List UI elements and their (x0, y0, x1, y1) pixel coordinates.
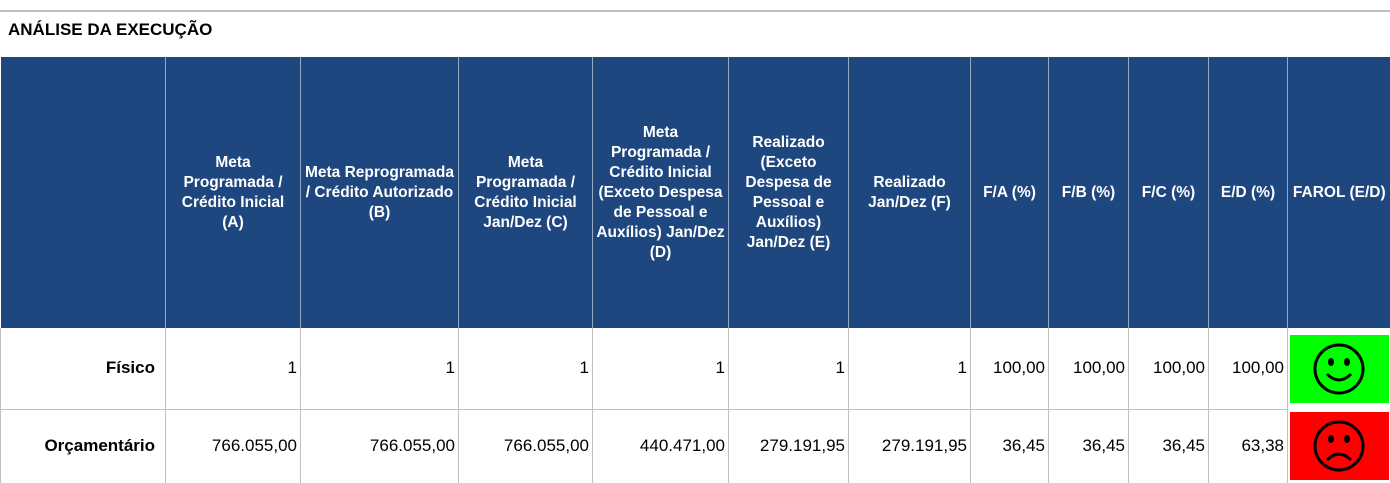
smiley-sad (1311, 418, 1367, 474)
cell: 100,00 (1049, 328, 1129, 409)
header-cell: F/A (%) (971, 57, 1049, 328)
cell: 1 (729, 328, 849, 409)
cell: 766.055,00 (459, 409, 593, 483)
cell: 1 (166, 328, 301, 409)
cell: 440.471,00 (593, 409, 729, 483)
cell: 279.191,95 (729, 409, 849, 483)
execution-table: Meta Programada / Crédito Inicial (A)Met… (0, 57, 1390, 483)
farol-cell (1288, 328, 1390, 409)
header-row: Meta Programada / Crédito Inicial (A)Met… (1, 57, 1390, 328)
header-cell: Realizado (Exceto Despesa de Pessoal e A… (729, 57, 849, 328)
cell: 766.055,00 (301, 409, 459, 483)
section-title: ANÁLISE DA EXECUÇÃO (8, 20, 212, 40)
cell: 1 (459, 328, 593, 409)
cell: 36,45 (971, 409, 1049, 483)
header-cell: E/D (%) (1209, 57, 1288, 328)
cell: 766.055,00 (166, 409, 301, 483)
farol-cell (1288, 409, 1390, 483)
farol-red (1290, 412, 1389, 480)
cell: 1 (301, 328, 459, 409)
header-cell: F/C (%) (1129, 57, 1209, 328)
cell: 1 (593, 328, 729, 409)
cell: 63,38 (1209, 409, 1288, 483)
cell: 36,45 (1049, 409, 1129, 483)
header-cell (1, 57, 166, 328)
farol-green (1290, 335, 1389, 403)
header-cell: Realizado Jan/Dez (F) (849, 57, 971, 328)
header-cell: FAROL (E/D) (1288, 57, 1390, 328)
row-label: Físico (1, 328, 166, 409)
top-rule (0, 10, 1390, 12)
header-cell: F/B (%) (1049, 57, 1129, 328)
header-cell: Meta Programada / Crédito Inicial (A) (166, 57, 301, 328)
row-label: Orçamentário (1, 409, 166, 483)
cell: 279.191,95 (849, 409, 971, 483)
header-cell: Meta Reprogramada / Crédito Autorizado (… (301, 57, 459, 328)
cell: 1 (849, 328, 971, 409)
cell: 100,00 (1129, 328, 1209, 409)
cell: 100,00 (1209, 328, 1288, 409)
cell: 100,00 (971, 328, 1049, 409)
cell: 36,45 (1129, 409, 1209, 483)
smiley-happy (1311, 341, 1367, 397)
header-cell: Meta Programada / Crédito Inicial Jan/De… (459, 57, 593, 328)
header-cell: Meta Programada / Crédito Inicial (Excet… (593, 57, 729, 328)
